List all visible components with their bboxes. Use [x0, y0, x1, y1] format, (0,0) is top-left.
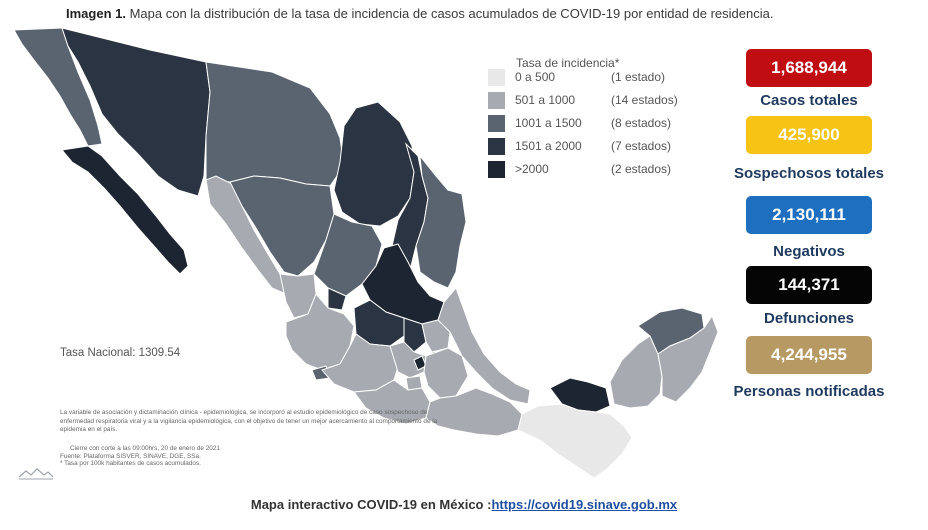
legend-swatch	[488, 137, 505, 155]
legend-count: (7 estados)	[611, 139, 672, 153]
state-veracruz	[437, 287, 531, 405]
stat-defunciones-label: Defunciones	[763, 310, 854, 327]
state-chihuahua	[205, 61, 345, 187]
source-footer: Cierre con corte a las 09:00hrs, 20 de e…	[60, 445, 220, 468]
legend-item: 501 a 1000 (14 estados)	[488, 91, 678, 109]
state-chiapas	[517, 403, 633, 479]
legend-item: 1501 a 2000 (7 estados)	[488, 137, 671, 155]
state-coahuila	[333, 101, 415, 227]
legend-item: >2000 (2 estados)	[488, 160, 671, 178]
footer-source: Fuente: Plataforma SISVER, SINAVE, DGE, …	[60, 452, 201, 460]
state-queretaro	[403, 317, 427, 353]
state-quintana-roo	[657, 314, 719, 403]
legend-range: 1501 a 2000	[515, 139, 582, 153]
stat-sospechosos-label: Sospechosos totales	[733, 165, 885, 182]
figure-title-prefix: Imagen 1.	[66, 6, 126, 21]
stat-personas-notificadas-label: Personas notificadas	[733, 383, 885, 400]
stat-negativos-label: Negativos	[773, 243, 845, 260]
footer-cutoff: Cierre con corte a las 09:00hrs, 20 de e…	[70, 445, 220, 452]
legend-title: Tasa de incidencia*	[516, 56, 620, 70]
legend-swatch	[488, 68, 505, 86]
legend-range: 0 a 500	[515, 70, 556, 84]
legend-swatch	[488, 160, 505, 178]
legend-swatch	[488, 114, 505, 132]
stat-defunciones-value: 144,371	[746, 266, 872, 304]
state-durango	[229, 175, 335, 277]
legend-count: (1 estado)	[611, 70, 666, 84]
figure-title: Imagen 1. Mapa con la distribución de la…	[66, 6, 773, 21]
stat-casos-totales-value: 1,688,944	[746, 49, 872, 87]
stat-personas-notificadas-value: 4,244,955	[746, 336, 872, 374]
state-aguascalientes	[327, 287, 347, 311]
legend-count: (14 estados)	[611, 93, 678, 107]
legend-item: 1001 a 1500 (8 estados)	[488, 114, 671, 132]
legend-swatch	[488, 91, 505, 109]
state-oaxaca	[425, 387, 523, 437]
stat-sospechosos-value: 425,900	[746, 116, 872, 154]
tasa-nacional: Tasa Nacional: 1309.54	[60, 347, 181, 359]
mountain-logo-icon	[18, 468, 54, 480]
state-baja-california-sur	[61, 145, 189, 275]
figure-title-text: Mapa con la distribución de la tasa de i…	[129, 6, 774, 21]
bottom-caption: Mapa interactivo COVID-19 en México :htt…	[0, 497, 928, 512]
footer-rate-note: * Tasa por 100k habitantes de casos acum…	[60, 460, 201, 468]
legend-count: (8 estados)	[611, 116, 672, 130]
bottom-caption-text: Mapa interactivo COVID-19 en México :	[250, 497, 492, 512]
stat-casos-totales-label: Casos totales	[760, 92, 858, 109]
state-puebla	[423, 347, 469, 399]
legend-range: >2000	[515, 162, 549, 176]
methodology-note: La variable de asociación y dictaminació…	[60, 409, 438, 434]
state-tamaulipas	[415, 154, 467, 289]
mexico-map	[13, 27, 719, 479]
legend-count: (2 estados)	[611, 162, 672, 176]
state-campeche	[609, 335, 663, 409]
interactive-map-link[interactable]: https://covid19.sinave.gob.mx	[491, 497, 678, 512]
stat-negativos-value: 2,130,111	[746, 196, 872, 234]
legend-range: 501 a 1000	[515, 93, 576, 107]
legend-range: 1001 a 1500	[515, 116, 582, 130]
legend-item: 0 a 500 (1 estado)	[488, 68, 665, 86]
